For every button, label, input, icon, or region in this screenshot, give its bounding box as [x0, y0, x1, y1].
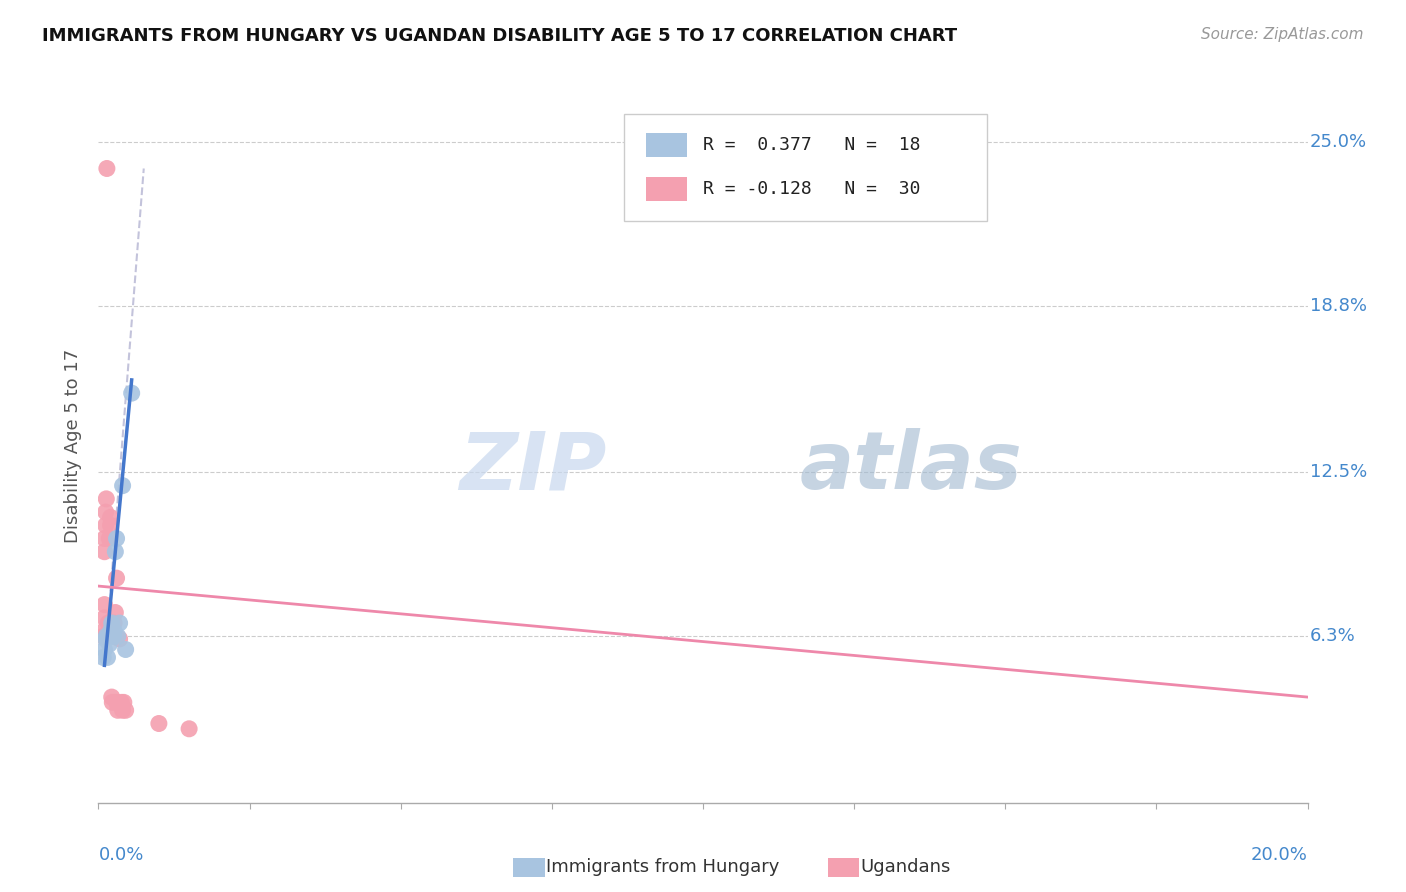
Point	[110, 695, 132, 709]
Point	[105, 532, 128, 546]
Point	[100, 510, 122, 524]
Point	[93, 642, 115, 657]
Point	[93, 598, 115, 612]
Point	[93, 624, 115, 638]
Text: atlas: atlas	[800, 428, 1022, 507]
Point	[101, 695, 124, 709]
Text: 20.0%: 20.0%	[1251, 846, 1308, 863]
Point	[91, 629, 114, 643]
Text: Source: ZipAtlas.com: Source: ZipAtlas.com	[1201, 27, 1364, 42]
Point	[96, 161, 118, 176]
Point	[96, 650, 118, 665]
Point	[111, 478, 134, 492]
Point	[94, 505, 117, 519]
Text: ZIP: ZIP	[458, 428, 606, 507]
Point	[103, 616, 125, 631]
Point	[148, 716, 170, 731]
Point	[103, 629, 125, 643]
Point	[93, 532, 115, 546]
Point	[103, 624, 125, 638]
Point	[112, 695, 135, 709]
Text: Immigrants from Hungary: Immigrants from Hungary	[546, 858, 779, 876]
Point	[121, 386, 143, 401]
Point	[114, 642, 136, 657]
Point	[98, 637, 121, 651]
Point	[93, 611, 115, 625]
Point	[96, 629, 118, 643]
Text: R =  0.377   N =  18: R = 0.377 N = 18	[703, 136, 921, 153]
Point	[104, 545, 127, 559]
Point	[105, 571, 128, 585]
Point	[96, 629, 118, 643]
Point	[177, 722, 201, 736]
Point	[114, 703, 136, 717]
Point	[100, 518, 122, 533]
Point	[100, 616, 122, 631]
Text: IMMIGRANTS FROM HUNGARY VS UGANDAN DISABILITY AGE 5 TO 17 CORRELATION CHART: IMMIGRANTS FROM HUNGARY VS UGANDAN DISAB…	[42, 27, 957, 45]
Text: 18.8%: 18.8%	[1310, 297, 1367, 315]
Point	[94, 632, 117, 646]
Text: Ugandans: Ugandans	[860, 858, 950, 876]
FancyBboxPatch shape	[624, 114, 987, 221]
Point	[94, 518, 117, 533]
FancyBboxPatch shape	[513, 858, 544, 877]
Point	[105, 695, 128, 709]
FancyBboxPatch shape	[647, 133, 688, 157]
Point	[100, 629, 122, 643]
Point	[104, 606, 127, 620]
Point	[108, 616, 131, 631]
Text: R = -0.128   N =  30: R = -0.128 N = 30	[703, 180, 921, 198]
Point	[103, 629, 125, 643]
FancyBboxPatch shape	[647, 177, 688, 202]
Point	[107, 629, 129, 643]
FancyBboxPatch shape	[828, 858, 859, 877]
Point	[108, 632, 131, 646]
Point	[93, 545, 115, 559]
Point	[111, 703, 134, 717]
Text: 0.0%: 0.0%	[98, 846, 143, 863]
Point	[100, 624, 122, 638]
Text: 12.5%: 12.5%	[1310, 464, 1367, 482]
Point	[91, 650, 114, 665]
Point	[98, 532, 121, 546]
Y-axis label: Disability Age 5 to 17: Disability Age 5 to 17	[65, 349, 83, 543]
Point	[97, 616, 120, 631]
Text: 6.3%: 6.3%	[1310, 627, 1355, 645]
Point	[100, 690, 122, 704]
Point	[96, 491, 118, 506]
Point	[107, 703, 129, 717]
Text: 25.0%: 25.0%	[1310, 133, 1367, 151]
